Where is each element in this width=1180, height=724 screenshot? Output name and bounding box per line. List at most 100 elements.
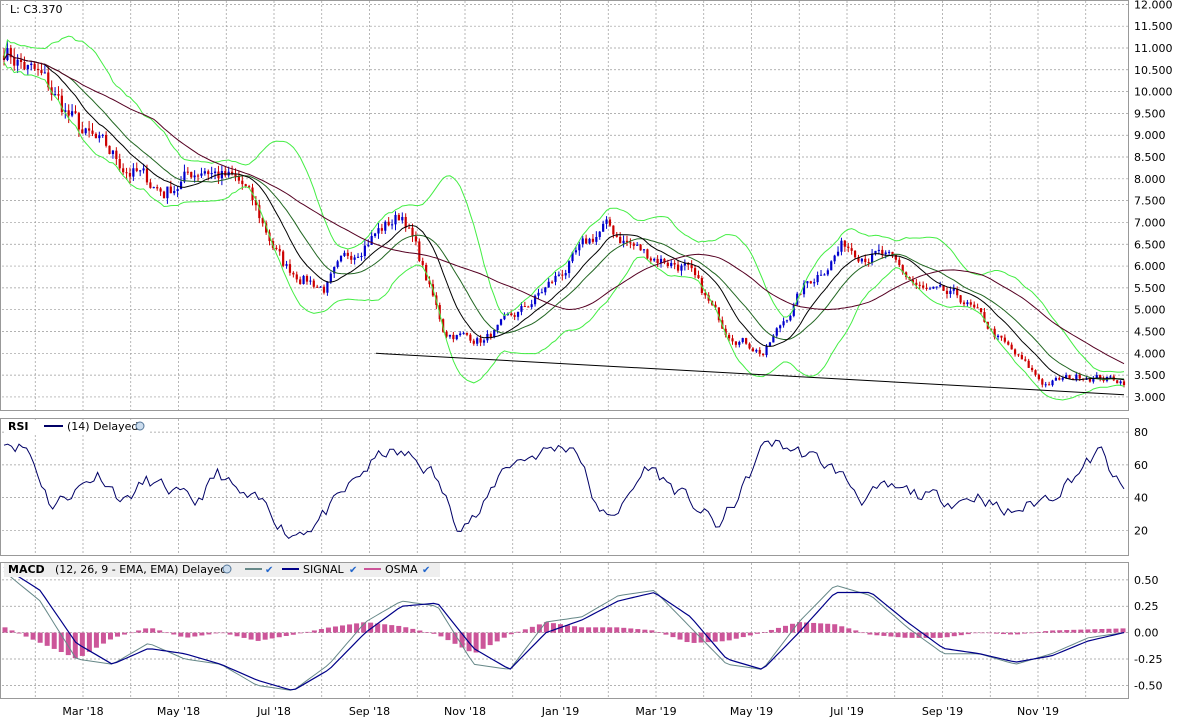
signal-check-icon[interactable]: ✔ (349, 565, 357, 576)
candle-body (186, 171, 189, 173)
osma-bar (733, 632, 739, 639)
candle-body (210, 172, 213, 175)
candle-body (179, 181, 183, 190)
candle-body (370, 235, 373, 245)
osma-bar (916, 632, 922, 638)
osma-bar (417, 630, 423, 633)
candle-body (683, 263, 686, 266)
rsi-y-tick-label: 20 (1134, 524, 1148, 537)
rsi-series (3, 439, 1125, 540)
candle-body (1119, 381, 1122, 384)
candle-body (755, 349, 758, 352)
candle-body (717, 307, 720, 321)
candle-body (421, 261, 424, 265)
candle-body (853, 250, 857, 258)
candle-body (544, 287, 547, 293)
candle-body (1000, 335, 1003, 338)
candle-body (530, 304, 533, 308)
candle-body (731, 338, 734, 342)
candle-body (962, 302, 966, 305)
candle-body (282, 251, 285, 266)
osma-bar (382, 624, 388, 633)
osma-bar (318, 629, 324, 633)
candle-body (687, 263, 690, 265)
osma-bar (30, 632, 36, 640)
osma-bar (72, 632, 78, 659)
osma-check-icon[interactable]: ✔ (422, 565, 430, 576)
osma-bar (1029, 632, 1035, 634)
candle-body (850, 248, 853, 251)
osma-bar (16, 632, 22, 634)
osma-bar (958, 632, 964, 636)
candle-body (329, 273, 332, 282)
candle-body (418, 241, 421, 262)
candle-body (299, 279, 302, 285)
candle-body (1024, 359, 1027, 361)
candle-body (969, 302, 972, 305)
candle-body (693, 268, 697, 276)
candle-body (728, 334, 731, 339)
candle-body (53, 94, 57, 96)
candle-body (292, 272, 295, 275)
osma-bar (797, 622, 803, 633)
candle-body (956, 288, 959, 296)
macd-check-icon[interactable]: ✔ (265, 565, 273, 576)
candle-body (649, 258, 652, 261)
osma-bar (178, 632, 184, 637)
candle-body (275, 247, 278, 250)
osma-bar (347, 624, 353, 633)
osma-bar (684, 632, 690, 643)
price-y-tick-label: 4.000 (1134, 347, 1166, 360)
candle-body (493, 330, 496, 338)
candle-body (809, 281, 812, 284)
candle-body (91, 130, 94, 134)
candle-body (775, 328, 778, 336)
osma-bar (593, 627, 599, 633)
candle-body (452, 334, 455, 340)
osma-bar (768, 629, 774, 633)
osma-bar (1092, 629, 1098, 633)
candle-body (111, 150, 115, 155)
candle-body (550, 281, 554, 283)
rsi-settings-icon[interactable] (135, 421, 145, 431)
osma-bar (1007, 632, 1013, 635)
macd-settings-icon[interactable] (222, 564, 232, 574)
candle-body (714, 304, 717, 308)
osma-bar (775, 627, 781, 633)
candle-body (966, 302, 969, 305)
candle-body (459, 333, 462, 336)
osma-bar (58, 632, 64, 653)
osma-bar (874, 632, 880, 636)
candle-body (591, 238, 595, 242)
osma-bar (86, 632, 92, 652)
candle-body (704, 292, 707, 296)
candle-body (479, 338, 482, 343)
osma-bar (445, 632, 451, 641)
osma-bar (368, 622, 374, 633)
candle-body (145, 168, 149, 183)
candle-body (1099, 375, 1102, 379)
candle-body (629, 242, 632, 244)
candle-body (373, 233, 377, 236)
candle-body (877, 249, 880, 251)
osma-bar (1113, 628, 1119, 633)
price-y-tick-label: 8.500 (1134, 151, 1166, 164)
candle-body (414, 236, 418, 242)
candle-body (758, 349, 761, 354)
bollinger-upper (3, 35, 1125, 373)
osma-bar (290, 632, 296, 635)
candle-body (43, 72, 46, 74)
osma-bar (761, 632, 767, 633)
rsi-y-tick-label: 40 (1134, 492, 1148, 505)
osma-bar (1022, 632, 1028, 634)
osma-bar (487, 632, 493, 646)
osma-bar (389, 625, 395, 633)
osma-bar (410, 628, 416, 633)
moving-average-long (3, 53, 1125, 365)
osma-bar (164, 632, 170, 634)
candle-body (860, 258, 863, 262)
price-y-tick-label: 10.000 (1134, 86, 1173, 99)
price-series (2, 35, 1126, 401)
price-y-tick-label: 4.500 (1134, 325, 1166, 338)
osma-bar (403, 627, 409, 633)
